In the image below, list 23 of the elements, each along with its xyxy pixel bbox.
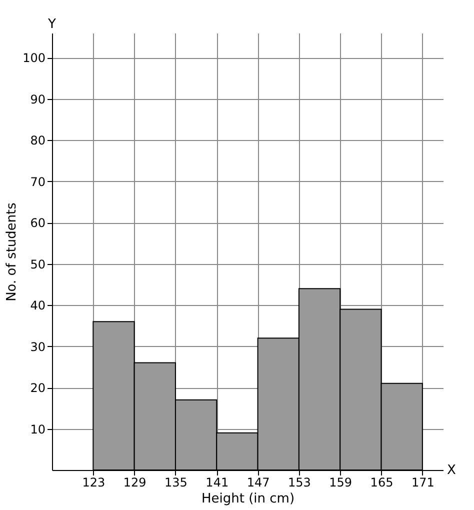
y-tick-label: 60: [30, 216, 46, 230]
x-tick-label: 123: [82, 476, 106, 490]
x-axis-title: Height (in cm): [201, 492, 295, 506]
x-tick-label: 153: [288, 476, 311, 490]
x-tick-label: 165: [370, 476, 394, 490]
text: Y: [47, 17, 56, 32]
y-tick-label: 50: [30, 257, 46, 272]
y-tick-label: 10: [30, 422, 46, 436]
y-tick-label: 20: [30, 381, 46, 396]
y-axis-title: No. of students: [4, 202, 20, 302]
y-tick-label: 30: [30, 340, 46, 354]
y-tick-label: 70: [30, 174, 46, 189]
x-tick-label: 141: [206, 476, 229, 490]
y-tick-label: 40: [30, 298, 46, 313]
text: X: [447, 463, 456, 478]
y-tick-label: 90: [30, 92, 46, 106]
x-tick-label: 147: [246, 476, 270, 490]
x-tick-label: 159: [329, 476, 352, 490]
x-tick-label: 135: [164, 476, 188, 490]
y-tick-label: 80: [30, 134, 46, 148]
x-tick-label: 171: [411, 476, 434, 490]
x-tick-label: 129: [123, 476, 146, 490]
y-tick-label: 100: [22, 51, 46, 66]
